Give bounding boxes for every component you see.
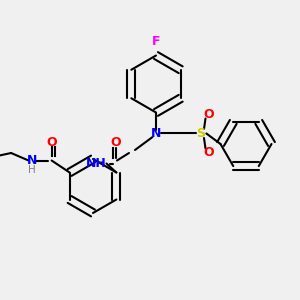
Text: O: O — [110, 136, 121, 149]
Text: N: N — [151, 127, 161, 140]
Text: S: S — [196, 127, 206, 140]
Text: NH: NH — [86, 157, 106, 170]
Text: H: H — [28, 164, 36, 175]
Text: O: O — [46, 136, 57, 149]
Text: O: O — [203, 146, 214, 160]
Text: F: F — [152, 35, 160, 48]
Text: O: O — [203, 107, 214, 121]
Text: N: N — [27, 154, 37, 167]
